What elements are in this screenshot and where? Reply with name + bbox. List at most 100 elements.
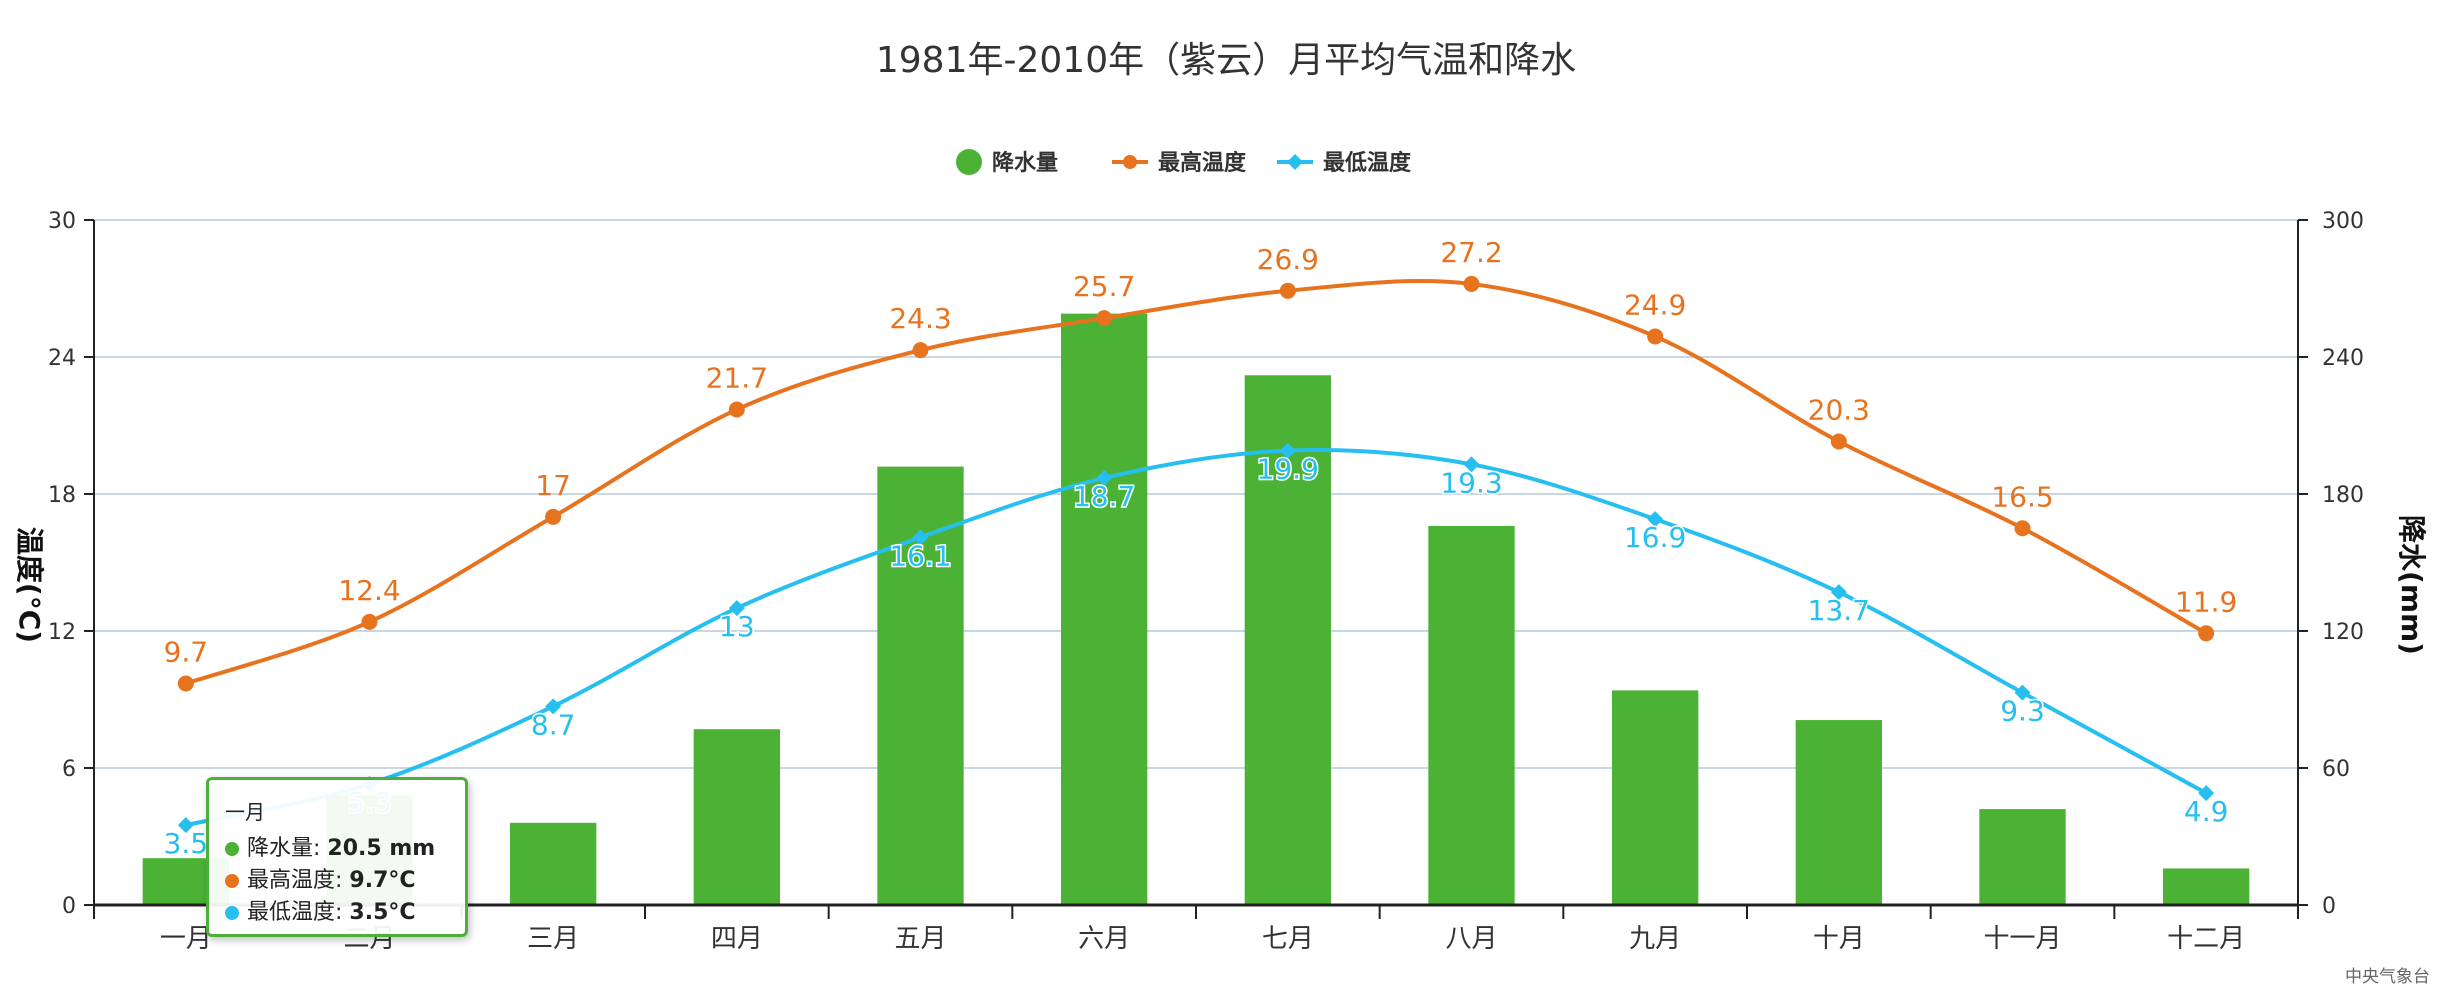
- y-right-tick-label: 0: [2322, 894, 2336, 919]
- lines: [177, 275, 2215, 834]
- label-min-temp: 8.7: [531, 708, 576, 741]
- point-max-temp: [1096, 310, 1113, 327]
- label-max-temp: 11.9: [2175, 585, 2237, 618]
- min-temp-dot-icon: [225, 906, 239, 920]
- label-max-temp: 9.7: [164, 636, 209, 669]
- x-tick-label: 十二月: [2167, 924, 2245, 954]
- label-max-temp: 26.9: [1257, 243, 1319, 276]
- label-max-temp: 20.3: [1808, 393, 1870, 426]
- bar-precip: [1795, 720, 1882, 905]
- label-min-temp: 13: [719, 610, 755, 643]
- label-max-temp: 24.3: [889, 302, 951, 335]
- y-left-tick-label: 0: [62, 894, 76, 919]
- y-right-tick-label: 120: [2322, 620, 2364, 645]
- x-tick-label: 四月: [711, 924, 763, 954]
- chart-title: 1981年-2010年（紫云）月平均气温和降水: [876, 40, 1576, 81]
- y-right-tick-label: 60: [2322, 757, 2350, 782]
- tooltip: 一月 降水量: 20.5 mm 最高温度: 9.7°C 最低温度: 3.5°C: [206, 777, 468, 937]
- label-min-temp: 16.1: [889, 539, 951, 572]
- line-max-temp: [185, 278, 2208, 686]
- y-right-tick-label: 180: [2322, 483, 2364, 508]
- label-min-temp: 3.5: [164, 827, 209, 860]
- point-max-temp: [1279, 282, 1296, 299]
- legend-item-max-temp[interactable]: 最高温度: [1112, 150, 1247, 176]
- line-min-temp: [185, 448, 2208, 828]
- point-min-temp: [1830, 584, 1847, 601]
- label-max-temp: 25.7: [1073, 270, 1135, 303]
- bar-precip: [2163, 868, 2250, 905]
- point-max-temp: [1830, 433, 1847, 450]
- y-right-axis-label: 降水(mm): [2395, 515, 2428, 655]
- svg-text:最低温度: 最低温度: [1323, 150, 1412, 176]
- x-tick-label: 五月: [894, 924, 946, 954]
- point-max-temp: [1647, 328, 1664, 345]
- point-min-temp: [177, 817, 194, 834]
- x-tick-label: 一月: [160, 924, 212, 954]
- y-left-tick-label: 30: [48, 209, 76, 234]
- data-labels: 9.7 12.4 17 21.7 24.3 25.7 26.9 27.2 24.9 20.3 16.…: [162, 236, 2237, 862]
- point-max-temp: [1463, 275, 1480, 292]
- bar-precip: [1612, 690, 1699, 905]
- label-max-temp: 16.5: [1991, 480, 2053, 513]
- tooltip-title: 一月: [225, 800, 265, 824]
- source-credit: 中央气象台: [2345, 967, 2430, 987]
- point-max-temp: [912, 342, 929, 359]
- tooltip-row-precip: 降水量: 20.5 mm: [225, 833, 449, 865]
- tooltip-row-min-temp: 最低温度: 3.5°C: [225, 897, 449, 929]
- bar-precip: [1061, 313, 1148, 905]
- label-min-temp: 18.7: [1073, 480, 1135, 513]
- point-max-temp: [545, 508, 562, 525]
- legend[interactable]: 降水量 最高温度 最低温度: [956, 149, 1412, 176]
- point-min-temp: [912, 529, 929, 546]
- y-left-tick-label: 12: [48, 620, 76, 645]
- y-left-tick-label: 18: [48, 483, 76, 508]
- grid-lines: [94, 219, 2298, 769]
- bar-precip: [1428, 525, 1515, 905]
- tooltip-row-max-temp: 最高温度: 9.7°C: [225, 865, 449, 897]
- bar-precip: [693, 729, 780, 905]
- label-max-temp: 12.4: [338, 574, 400, 607]
- point-max-temp: [2198, 625, 2215, 642]
- point-min-temp: [2014, 684, 2031, 701]
- x-tick-label: 三月: [527, 924, 579, 954]
- label-min-temp: 4.9: [2184, 795, 2229, 828]
- x-tick-label: 八月: [1445, 924, 1497, 954]
- point-min-temp: [1647, 511, 1664, 528]
- label-max-temp: 17: [535, 469, 571, 502]
- bar-precip: [510, 822, 597, 905]
- precip-dot-icon: [225, 842, 239, 856]
- x-tick-label: 六月: [1078, 924, 1130, 954]
- point-max-temp: [177, 675, 194, 692]
- x-tick-label: 十一月: [1983, 924, 2061, 954]
- svg-text:降水量: 降水量: [992, 151, 1058, 176]
- x-tick-label: 九月: [1629, 924, 1681, 954]
- point-min-temp: [1463, 456, 1480, 473]
- label-min-temp: 19.9: [1257, 453, 1319, 486]
- point-min-temp: [1096, 470, 1113, 487]
- label-max-temp: 21.7: [706, 362, 768, 395]
- svg-text:最高温度: 最高温度: [1158, 150, 1247, 176]
- y-right-tick-label: 240: [2322, 346, 2364, 371]
- x-tick-label: 七月: [1262, 924, 1314, 954]
- label-min-temp: 19.3: [1440, 466, 1502, 499]
- axes: 0612182430060120180240300一月 二月 三月 四月 五月 六月 七月八…: [48, 209, 2364, 954]
- label-min-temp: 13.7: [1808, 594, 1870, 627]
- y-left-tick-label: 6: [62, 757, 76, 782]
- legend-item-min-temp[interactable]: 最低温度: [1277, 150, 1412, 176]
- point-min-temp: [2198, 785, 2215, 802]
- point-min-temp: [1279, 442, 1296, 459]
- max-temp-dot-icon: [225, 874, 239, 888]
- y-left-tick-label: 24: [48, 346, 76, 371]
- y-right-tick-label: 300: [2322, 209, 2364, 234]
- point-min-temp: [728, 600, 745, 617]
- bar-precip: [1244, 375, 1331, 905]
- y-left-axis-label: 温度(°C): [13, 527, 46, 643]
- label-max-temp: 24.9: [1624, 288, 1686, 321]
- label-min-temp: 9.3: [2000, 695, 2045, 728]
- point-max-temp: [361, 613, 378, 630]
- label-min-temp: 16.9: [1624, 521, 1686, 554]
- bar-precip: [1979, 809, 2066, 905]
- label-max-temp: 27.2: [1440, 236, 1502, 269]
- point-max-temp: [728, 401, 745, 418]
- legend-item-precip[interactable]: 降水量: [956, 149, 1058, 176]
